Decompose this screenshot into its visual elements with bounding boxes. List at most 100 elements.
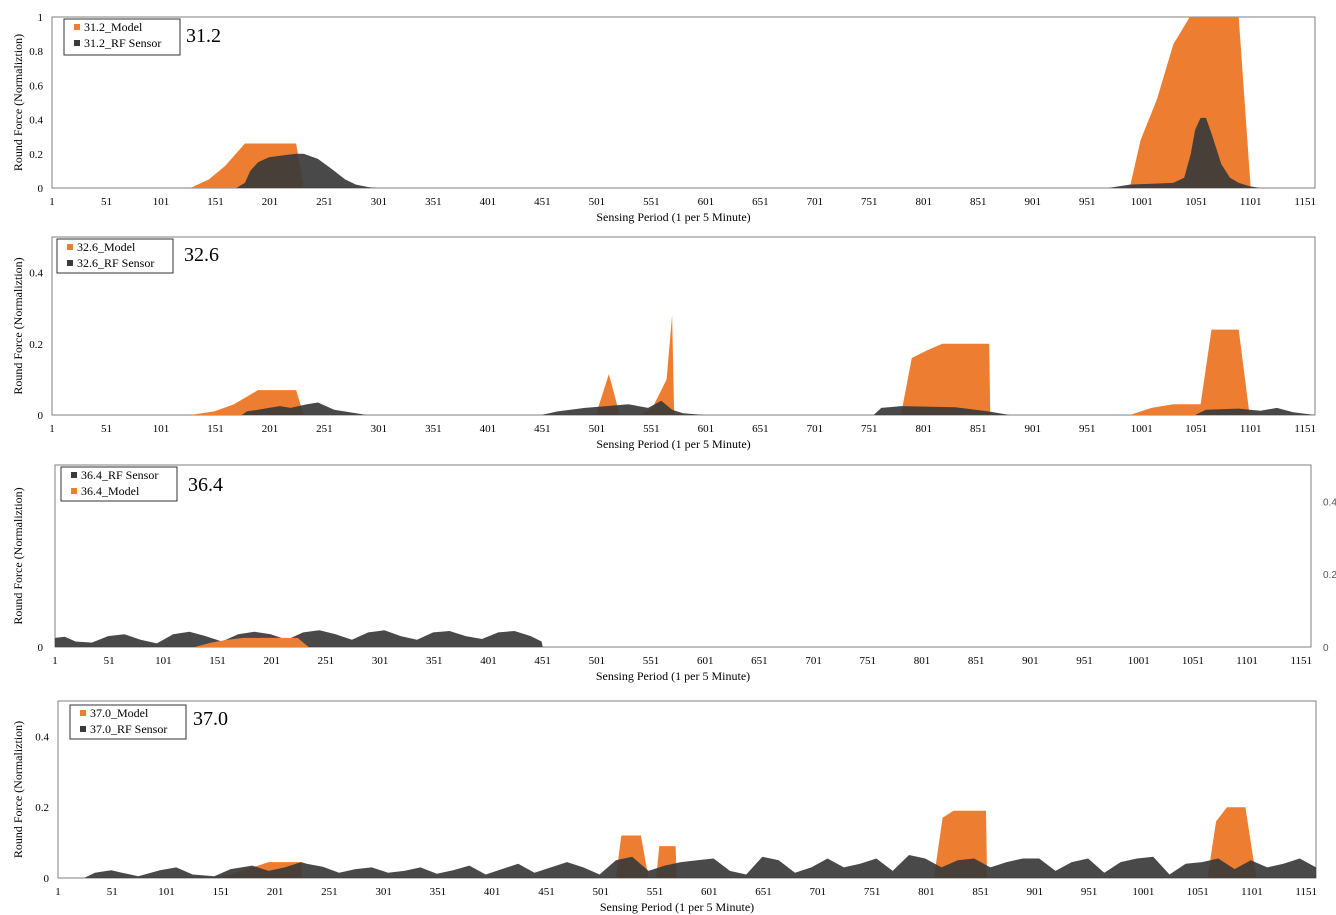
x-tick-label: 501 xyxy=(589,655,606,667)
x-tick-label: 751 xyxy=(861,196,878,208)
legend-entry: 36.4_RF Sensor xyxy=(81,468,158,482)
x-tick-label: 301 xyxy=(371,196,388,208)
x-tick-label: 1001 xyxy=(1131,423,1153,435)
x-tick-label: 751 xyxy=(864,886,881,898)
x-tick-label: 301 xyxy=(372,655,389,667)
x-tick-label: 1101 xyxy=(1240,196,1262,208)
x-tick-label: 1101 xyxy=(1241,886,1263,898)
legend-box xyxy=(63,18,181,56)
x-tick-label: 651 xyxy=(751,655,768,667)
x-tick-label: 151 xyxy=(209,655,226,667)
x-tick-label: 251 xyxy=(316,423,333,435)
x-tick-label: 551 xyxy=(647,886,664,898)
y-tick-label-right: 0 xyxy=(1323,643,1329,654)
x-tick-label: 651 xyxy=(752,196,769,208)
x-tick-label: 901 xyxy=(1025,423,1042,435)
y-axis-title: Round Force (Normaliztion) xyxy=(11,34,25,171)
x-tick-label: 1051 xyxy=(1182,655,1204,667)
x-axis-title: Sensing Period (1 per 5 Minute) xyxy=(600,900,754,914)
x-tick-label: 901 xyxy=(1022,655,1039,667)
x-tick-label: 251 xyxy=(321,886,338,898)
legend-entry: 31.2_Model xyxy=(84,20,143,34)
y-tick-label: 0 xyxy=(38,410,44,422)
x-tick-label: 301 xyxy=(371,423,388,435)
chart-36-4: 1 51 101 151 201 251 301 351 401 451 501 551 601 651 7… xyxy=(11,464,1336,683)
legend-swatch xyxy=(74,40,80,46)
x-tick-label: 151 xyxy=(213,886,230,898)
x-tick-label: 351 xyxy=(430,886,447,898)
x-tick-label: 101 xyxy=(153,196,170,208)
x-tick-label: 101 xyxy=(153,423,170,435)
y-tick-label: 0.2 xyxy=(29,149,43,161)
x-tick-label: 951 xyxy=(1081,886,1098,898)
x-tick-label: 701 xyxy=(805,655,822,667)
legend-swatch xyxy=(74,24,80,30)
x-tick-label: 51 xyxy=(107,886,118,898)
chart-label: 32.6 xyxy=(184,244,219,266)
x-tick-label: 1101 xyxy=(1240,423,1262,435)
y-tick-label: 0.4 xyxy=(29,268,43,280)
x-tick-label: 451 xyxy=(538,886,555,898)
x-tick-label: 601 xyxy=(697,655,714,667)
x-tick-label: 751 xyxy=(860,655,877,667)
x-tick-label: 851 xyxy=(972,886,989,898)
x-tick-label: 201 xyxy=(263,655,280,667)
plot-frame xyxy=(57,700,1317,879)
y-tick-label: 0 xyxy=(44,873,50,885)
x-tick-label: 601 xyxy=(698,423,715,435)
series-area-31-2-rf-sensor xyxy=(52,117,1315,188)
y-tick-label: 0.2 xyxy=(29,339,43,351)
x-tick-label: 1051 xyxy=(1185,196,1207,208)
x-tick-label: 251 xyxy=(318,655,335,667)
x-tick-label: 651 xyxy=(755,886,772,898)
y-tick-label-right: 0.2 xyxy=(1323,570,1336,581)
x-tick-label: 401 xyxy=(480,655,497,667)
series-area-31-2-model xyxy=(52,17,1315,188)
x-axis-title: Sensing Period (1 per 5 Minute) xyxy=(596,669,750,683)
plot-frame xyxy=(51,236,1316,416)
x-tick-label: 451 xyxy=(534,196,551,208)
x-tick-label: 801 xyxy=(916,196,933,208)
y-axis-title: Round Force (Normaliztion) xyxy=(11,487,25,624)
legend-box xyxy=(56,238,174,274)
legend-swatch xyxy=(71,472,77,478)
x-tick-label: 201 xyxy=(267,886,284,898)
x-tick-label: 801 xyxy=(918,886,935,898)
x-tick-label: 1001 xyxy=(1128,655,1150,667)
x-tick-label: 501 xyxy=(589,423,606,435)
x-tick-label: 851 xyxy=(970,423,987,435)
x-tick-label: 801 xyxy=(916,423,933,435)
y-axis-title: Round Force (Normaliztion) xyxy=(11,721,25,858)
y-axis-title: Round Force (Normaliztion) xyxy=(11,257,25,394)
x-tick-label: 201 xyxy=(262,196,279,208)
x-tick-label: 1151 xyxy=(1294,423,1316,435)
chart-32-6: 1 51 101 151 201 251 301 351 401 451 501 551 601 651 7… xyxy=(11,236,1316,451)
y-tick-label: 0.8 xyxy=(29,46,43,58)
chart-37-0: 1 51 101 151 201 251 301 351 401 451 501 551 601 651 7… xyxy=(11,700,1317,914)
x-axis-title: Sensing Period (1 per 5 Minute) xyxy=(596,437,750,451)
series-area-36-4-rf-sensor xyxy=(55,630,1311,647)
chart-label: 37.0 xyxy=(193,708,228,730)
x-tick-label: 1 xyxy=(55,886,61,898)
x-tick-label: 901 xyxy=(1027,886,1044,898)
x-tick-label: 451 xyxy=(534,423,551,435)
legend: 32.6_Model 32.6_RF Sensor xyxy=(56,238,174,274)
y-tick-label: 0 xyxy=(38,183,44,195)
plot-frame xyxy=(54,464,1312,648)
x-tick-label: 251 xyxy=(316,196,333,208)
series-area-32-6-model xyxy=(52,315,1315,415)
legend-box xyxy=(69,704,187,740)
x-tick-label: 51 xyxy=(101,423,112,435)
legend-swatch xyxy=(80,710,86,716)
legend-entry: 31.2_RF Sensor xyxy=(84,36,161,50)
x-tick-label: 1151 xyxy=(1294,196,1316,208)
legend-entry: 32.6_Model xyxy=(77,240,136,254)
x-tick-label: 101 xyxy=(155,655,172,667)
x-tick-label: 351 xyxy=(425,423,442,435)
x-tick-label: 401 xyxy=(480,196,497,208)
x-tick-label: 701 xyxy=(807,423,824,435)
x-tick-label: 951 xyxy=(1079,423,1096,435)
legend-entry: 37.0_RF Sensor xyxy=(90,722,167,736)
x-tick-label: 551 xyxy=(643,423,660,435)
